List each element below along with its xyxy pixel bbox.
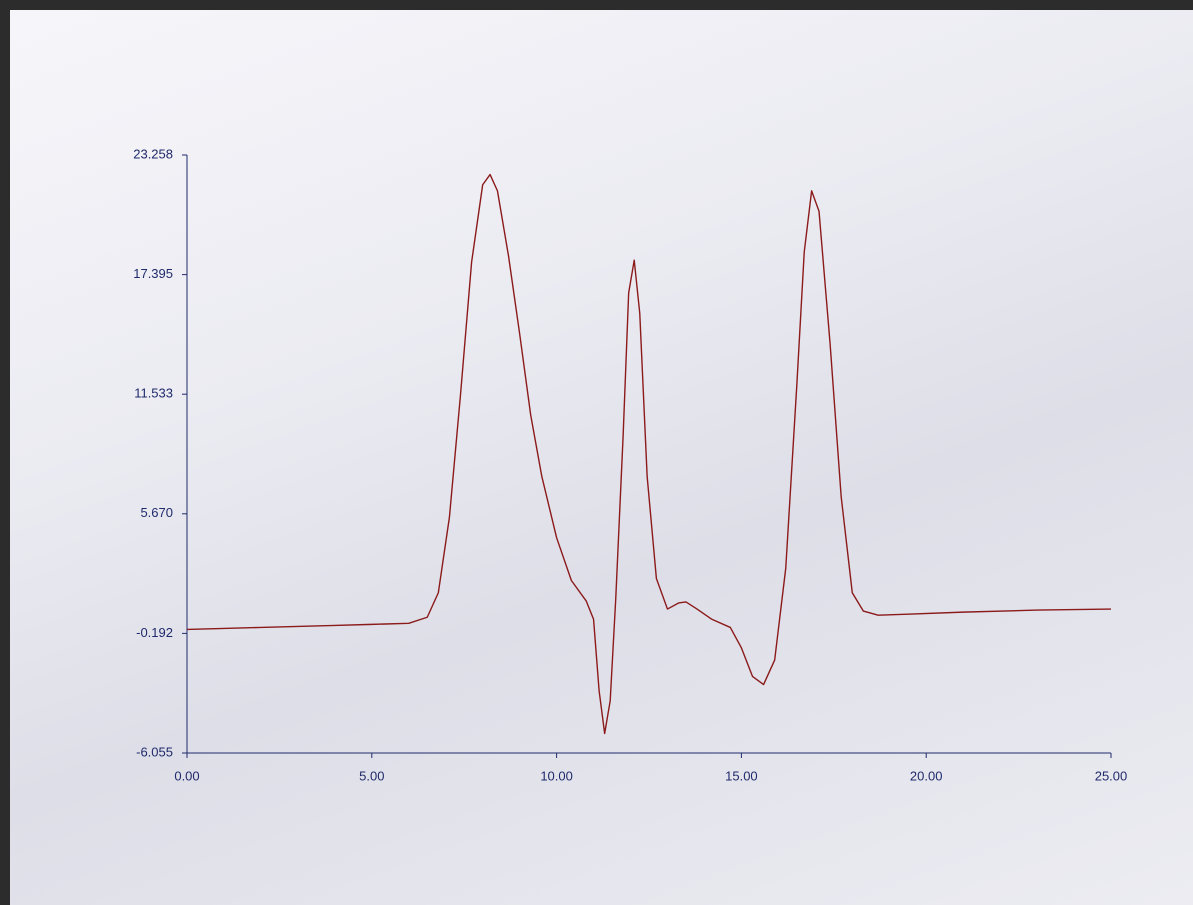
x-tick-label: 20.00 — [910, 768, 943, 783]
y-tick-label: -6.055 — [136, 744, 173, 759]
x-tick-label: 25.00 — [1095, 768, 1128, 783]
y-tick-label: 23.258 — [133, 146, 173, 161]
x-tick-label: 15.00 — [725, 768, 758, 783]
y-tick-label: 11.533 — [134, 386, 173, 401]
x-tick-label: 0.00 — [174, 768, 199, 783]
trace-line — [186, 173, 1112, 735]
y-tick-label: 5.670 — [140, 505, 173, 520]
x-tick-label: 10.00 — [540, 768, 573, 783]
y-tick-label: -0.192 — [136, 625, 173, 640]
y-tick-label: 17.395 — [133, 266, 173, 281]
x-tick-label: 5.00 — [359, 768, 384, 783]
